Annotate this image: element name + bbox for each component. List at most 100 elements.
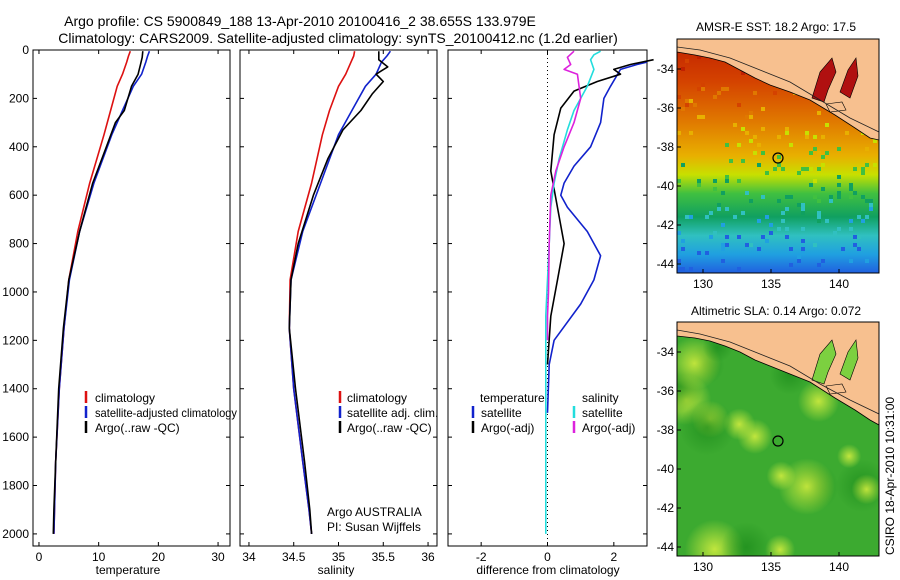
map-y-tick-label: -38 (657, 423, 675, 437)
sst-pixel (761, 151, 765, 155)
sst-pixel (797, 255, 801, 259)
legend-label-satellite-adjusted: satellite-adjusted climatology (95, 406, 237, 420)
sst-pixel (853, 167, 857, 171)
sst-pixel (745, 131, 749, 135)
sst-pixel (701, 83, 705, 87)
sst-pixel (721, 87, 725, 91)
y-tick-label: 1400 (2, 382, 29, 396)
sst-pixel (781, 167, 785, 171)
temperature-axes-frame (32, 49, 231, 547)
y-tick-label: 0 (22, 43, 29, 57)
sst-pixel (725, 243, 729, 247)
sst-pixel (857, 215, 861, 219)
sst-pixel (705, 215, 709, 219)
sst-pixel (837, 191, 841, 195)
sst-pixel (861, 171, 865, 175)
sst-pixel (837, 183, 841, 187)
argo-float-marker (772, 152, 784, 164)
sst-pixel (701, 87, 705, 91)
y-tick-label: 1800 (2, 479, 29, 493)
legend-header-temperature: temperature (480, 391, 545, 405)
difference-x-ticks: -2 0 2 (476, 50, 617, 564)
sst-pixel (745, 243, 749, 247)
gulf-st-vincent-shape (839, 57, 859, 99)
sst-pixel (725, 179, 729, 183)
sst-pixel (725, 175, 729, 179)
y-tick-label: 1000 (2, 285, 29, 299)
sla-anomaly-blob (679, 399, 735, 456)
sst-pixel (677, 95, 681, 99)
sst-pixel (713, 231, 717, 235)
sst-pixel (717, 203, 721, 207)
sst-pixel (753, 91, 757, 95)
map-y-tick-label: -44 (657, 540, 675, 554)
y-tick-label: 1200 (2, 333, 29, 347)
sst-pixel (777, 135, 781, 139)
sla-map-frame (676, 321, 880, 557)
sst-pixel (761, 235, 765, 239)
sst-map-title: AMSR-E SST: 18.2 Argo: 17.5 (696, 20, 856, 34)
sst-pixel (845, 131, 849, 135)
series-line-argo-raw-qc- (52, 51, 144, 534)
argo-float-marker (772, 435, 784, 447)
y-tick-label: 800 (9, 237, 29, 251)
sst-pixel (685, 59, 689, 63)
sst-pixel (817, 111, 821, 115)
sst-pixel (749, 115, 753, 119)
sst-pixel (681, 239, 685, 243)
sst-pixel (697, 55, 701, 59)
sst-pixel (813, 147, 817, 151)
sst-pixel (841, 247, 845, 251)
sst-pixel (777, 163, 781, 167)
sst-pixel (701, 115, 705, 119)
sst-pixel (725, 87, 729, 91)
map-y-tick-label: -36 (657, 101, 675, 115)
sst-pixel (833, 231, 837, 235)
sst-pixel (713, 187, 717, 191)
sst-pixel (717, 207, 721, 211)
sst-map-frame (676, 38, 880, 274)
legend-header-salinity: salinity (582, 391, 619, 405)
sst-pixel (821, 259, 825, 263)
salinity-y-tick-marks (240, 49, 437, 535)
sst-pixel (769, 231, 773, 235)
sst-pixel (821, 155, 825, 159)
sst-pixel (737, 143, 741, 147)
sst-pixel (801, 247, 805, 251)
sst-pixel (749, 243, 753, 247)
map-x-tick-label: 140 (829, 277, 849, 291)
map-y-tick-label: -38 (657, 140, 675, 154)
salinity-x-ticks: 34 34.5 35 35.5 36 (242, 50, 435, 564)
sst-pixel (761, 127, 765, 131)
map-y-tick-label: -34 (657, 345, 675, 359)
sst-pixel (757, 247, 761, 251)
y-tick-label: 2000 (2, 527, 29, 541)
sst-pixel (697, 179, 701, 183)
sst-pixel (773, 91, 777, 95)
map-x-tick-label: 130 (693, 560, 713, 574)
x-tick-label: 34.5 (282, 550, 306, 564)
series-line-salinity-argo-adj- (546, 50, 582, 341)
sst-pixel (689, 267, 693, 271)
sst-pixel (741, 211, 745, 215)
argo-program-annotation: Argo AUSTRALIA (327, 505, 422, 519)
salinity-plot-area (288, 50, 392, 534)
sst-pixel (797, 259, 801, 263)
x-tick-label: -2 (476, 550, 487, 564)
sla-anomaly-blob (764, 534, 796, 556)
series-line-argo-raw-qc- (288, 51, 389, 534)
legend-label-satellite-adj: satellite adj. clim. (347, 406, 438, 420)
sst-pixel (677, 179, 681, 183)
sst-pixel (681, 67, 685, 71)
sst-pixel (825, 151, 829, 155)
sst-pixel (769, 223, 773, 227)
sst-pixel (697, 183, 701, 187)
difference-x-axis-label: difference from climatology (476, 563, 619, 577)
sst-pixel (777, 155, 781, 159)
sst-pixel (685, 103, 689, 107)
sst-pixel (829, 199, 833, 203)
temperature-x-ticks: 0 10 20 30 (36, 50, 225, 564)
map-x-tick-label: 135 (761, 560, 781, 574)
sst-pixel (805, 135, 809, 139)
